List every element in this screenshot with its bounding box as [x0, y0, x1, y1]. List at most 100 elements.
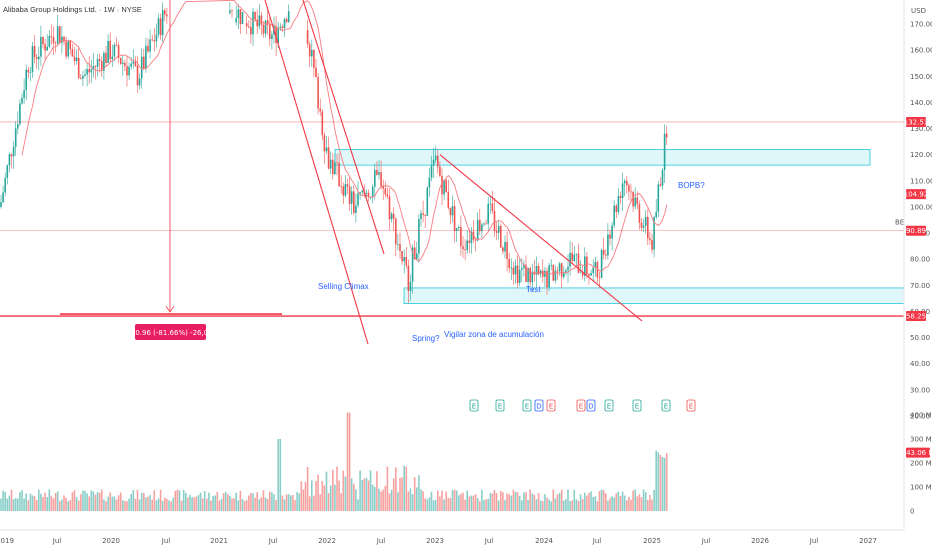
candle-body: [260, 15, 263, 25]
volume-bar: [327, 493, 330, 511]
candle-body: [594, 261, 597, 268]
candle-body: [14, 128, 17, 148]
volume-bar: [275, 500, 277, 511]
time-axis[interactable]: 2019 Jul 2020 Jul 2021 Jul 2022 Jul 2023 Jul 2024 J…: [0, 537, 877, 545]
time-tick: 2022: [318, 537, 336, 545]
volume-bar: [296, 491, 298, 511]
volume-bar: [17, 498, 19, 511]
candle-body: [285, 18, 288, 22]
candle-body: [277, 27, 279, 44]
annotation-2: Vigilar zona de acumulación: [444, 330, 544, 339]
downtrend-outer: [264, 0, 369, 345]
candle-body: [376, 170, 378, 175]
volume-bar: [287, 494, 290, 511]
volume-bar: [254, 497, 256, 511]
volume-bar: [397, 492, 399, 511]
candle-body: [479, 219, 481, 232]
volume-bar: [279, 439, 282, 511]
volume-bar: [502, 492, 504, 511]
candle-body: [644, 216, 647, 226]
candle-body: [338, 162, 340, 187]
volume-bar: [168, 500, 170, 511]
volume-label: 243.06 M: [902, 449, 932, 457]
volume-bar: [550, 501, 552, 511]
candle-body: [10, 154, 13, 157]
annotation-0: Selling Climax: [318, 282, 369, 291]
candle-body: [325, 147, 328, 152]
candle-body: [441, 175, 443, 195]
volume-bar: [243, 501, 246, 511]
candle-body: [556, 270, 559, 272]
candle-body: [458, 226, 460, 229]
candle-body: [29, 72, 32, 74]
candle-body: [313, 50, 315, 68]
candle-body: [332, 159, 334, 175]
volume-tick: 400 M: [910, 412, 932, 420]
candle-body: [665, 133, 668, 138]
volume-bar: [35, 499, 38, 511]
volume-bar: [271, 492, 273, 511]
volume-bar: [317, 474, 319, 511]
time-tick: 2025: [643, 537, 661, 545]
volume-bar: [178, 490, 181, 511]
candle-body: [485, 223, 487, 225]
volume-bar: [212, 495, 214, 511]
volume-bar: [428, 497, 431, 511]
volume-bar: [298, 493, 300, 511]
volume-bar: [176, 489, 179, 511]
candle-body: [17, 124, 19, 129]
volume-bar: [434, 499, 437, 511]
volume-bar: [245, 499, 248, 511]
candle-body: [94, 65, 97, 67]
candle-body: [548, 265, 550, 288]
volume-bar: [237, 500, 240, 511]
volume-bar: [378, 488, 380, 511]
candle-body: [487, 203, 489, 224]
volume-bar: [69, 500, 72, 511]
time-tick: Jul: [52, 537, 62, 545]
bep-label: BEP: [895, 219, 908, 227]
candle-body: [399, 244, 401, 252]
volume-bar: [418, 475, 420, 511]
volume-bar: [472, 495, 475, 511]
price-label-bg: [906, 311, 926, 322]
candle-body: [348, 186, 351, 204]
candle-body: [71, 49, 74, 57]
candle-body: [115, 44, 118, 46]
candle-body: [560, 263, 563, 277]
candle-body: [105, 52, 107, 63]
volume-bar: [52, 498, 55, 511]
candle-body: [73, 56, 76, 61]
volume-bar: [626, 500, 628, 511]
candle-body: [140, 56, 143, 79]
volume-bar: [90, 490, 93, 511]
time-tick: 2024: [535, 537, 553, 545]
volume-bar: [6, 498, 9, 511]
volume-bar: [430, 491, 433, 511]
volume-bar: [493, 490, 496, 511]
volume-bar: [542, 501, 544, 511]
volume-bar: [138, 499, 141, 511]
volume-bar: [615, 493, 618, 511]
candle-body: [621, 183, 624, 199]
volume-bar: [134, 498, 137, 511]
volume-axis[interactable]: 400 M 300 M 200 M 100 M 0: [910, 412, 932, 516]
candle-body: [590, 273, 592, 276]
earnings-marker: E: [689, 403, 693, 411]
candle-body: [52, 36, 55, 44]
volume-bar: [514, 491, 517, 511]
volume-bar: [426, 499, 429, 511]
volume-bar: [67, 501, 69, 511]
volume-bar: [107, 496, 109, 511]
candle-body: [229, 10, 231, 14]
volume-bar: [363, 478, 366, 511]
volume-bar: [602, 490, 605, 511]
candle-body: [80, 78, 82, 79]
volume-bar: [65, 497, 67, 511]
candle-body: [558, 263, 561, 272]
price-axis-bg: [904, 0, 932, 550]
candle-body: [584, 256, 586, 276]
time-tick: Jul: [701, 537, 711, 545]
volume-bar: [350, 478, 353, 511]
